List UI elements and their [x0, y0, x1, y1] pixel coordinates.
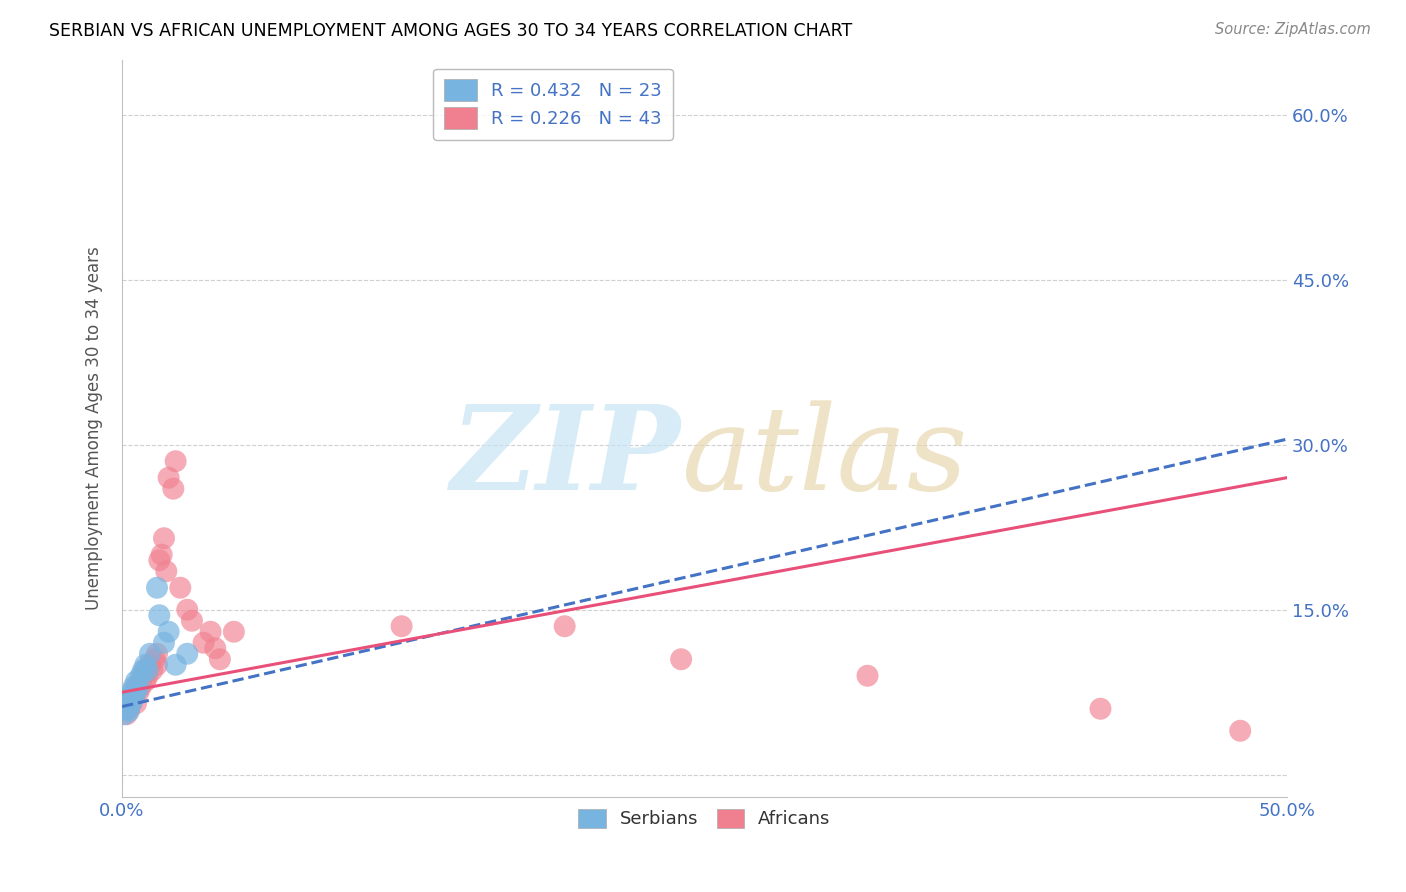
Point: [122, 690, 145, 705]
Point: [122, 680, 145, 694]
Point: [125, 685, 148, 699]
Point: [139, 657, 162, 672]
Point: [148, 553, 170, 567]
Point: [115, 696, 138, 710]
Point: [222, 624, 245, 639]
Point: [204, 641, 226, 656]
Point: [125, 680, 148, 694]
Point: [122, 690, 145, 705]
Text: Source: ZipAtlas.com: Source: ZipAtlas.com: [1215, 22, 1371, 37]
Point: [150, 548, 173, 562]
Point: [120, 685, 142, 699]
Point: [165, 454, 187, 468]
Point: [112, 702, 135, 716]
Point: [136, 669, 159, 683]
Point: [193, 636, 215, 650]
Point: [115, 696, 138, 710]
Point: [127, 685, 149, 699]
Point: [146, 581, 169, 595]
Point: [139, 647, 162, 661]
Point: [136, 663, 159, 677]
Point: [1229, 723, 1251, 738]
Point: [129, 680, 152, 694]
Point: [129, 674, 152, 689]
Point: [146, 647, 169, 661]
Point: [148, 608, 170, 623]
Point: [132, 663, 155, 677]
Point: [146, 657, 169, 672]
Point: [118, 702, 141, 716]
Point: [165, 657, 187, 672]
Point: [134, 657, 156, 672]
Point: [157, 471, 180, 485]
Point: [129, 669, 152, 683]
Point: [134, 674, 156, 689]
Point: [122, 685, 145, 699]
Point: [132, 669, 155, 683]
Point: [153, 531, 176, 545]
Point: [134, 663, 156, 677]
Y-axis label: Unemployment Among Ages 30 to 34 years: Unemployment Among Ages 30 to 34 years: [86, 246, 103, 610]
Text: ZIP: ZIP: [451, 401, 681, 516]
Point: [112, 707, 135, 722]
Point: [115, 702, 138, 716]
Point: [176, 647, 198, 661]
Point: [669, 652, 692, 666]
Point: [391, 619, 413, 633]
Point: [115, 707, 138, 722]
Point: [120, 696, 142, 710]
Point: [554, 619, 576, 633]
Point: [181, 614, 204, 628]
Text: SERBIAN VS AFRICAN UNEMPLOYMENT AMONG AGES 30 TO 34 YEARS CORRELATION CHART: SERBIAN VS AFRICAN UNEMPLOYMENT AMONG AG…: [49, 22, 852, 40]
Point: [162, 482, 184, 496]
Point: [856, 669, 879, 683]
Point: [125, 696, 148, 710]
Text: atlas: atlas: [681, 401, 967, 515]
Point: [169, 581, 191, 595]
Point: [141, 663, 163, 677]
Point: [208, 652, 231, 666]
Point: [120, 696, 142, 710]
Point: [127, 680, 149, 694]
Point: [118, 704, 141, 718]
Point: [143, 652, 166, 666]
Point: [176, 603, 198, 617]
Point: [157, 624, 180, 639]
Point: [200, 624, 222, 639]
Point: [118, 690, 141, 705]
Legend: Serbians, Africans: Serbians, Africans: [571, 802, 838, 836]
Point: [125, 674, 148, 689]
Point: [118, 690, 141, 705]
Point: [155, 564, 177, 578]
Point: [153, 636, 176, 650]
Point: [1090, 702, 1112, 716]
